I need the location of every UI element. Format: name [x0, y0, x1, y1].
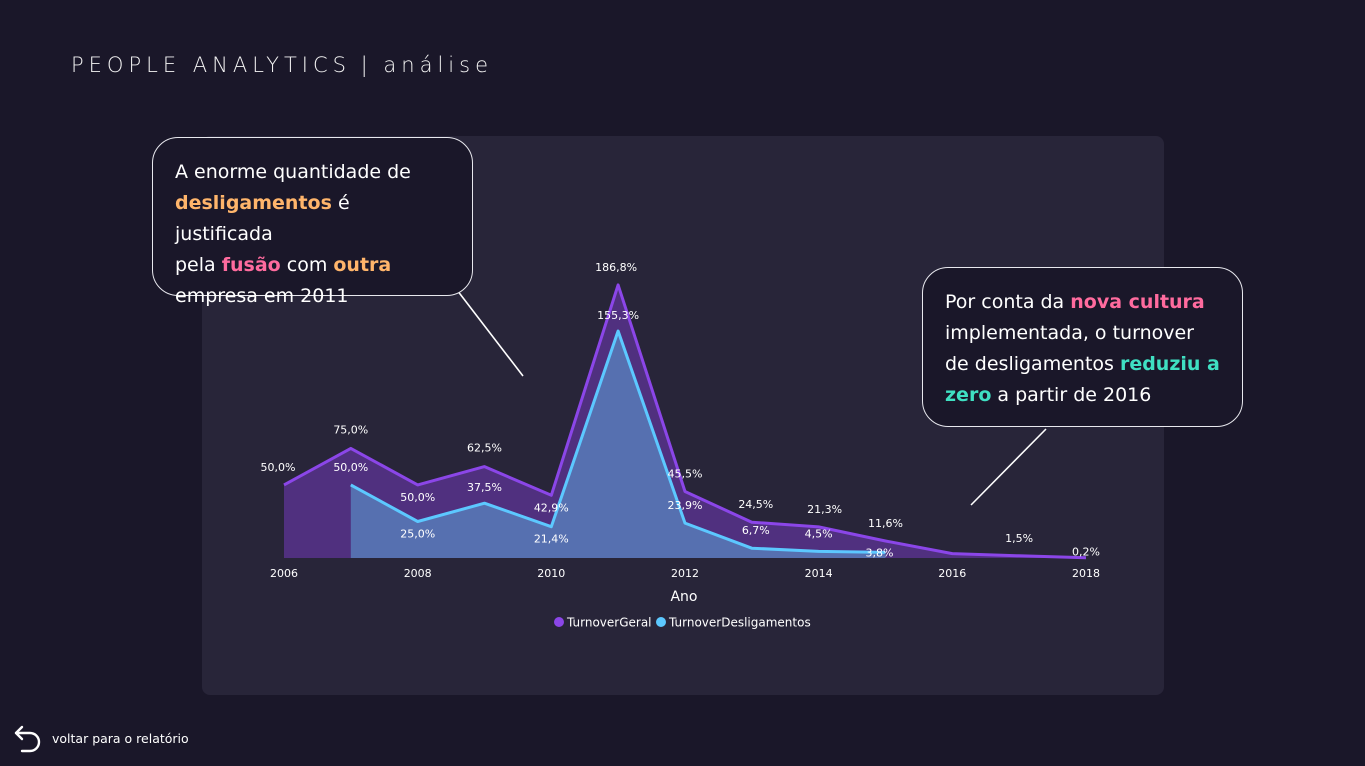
data-label-TurnoverGeral-2012: 45,5% — [668, 468, 703, 481]
area-TurnoverGeral — [284, 284, 1086, 558]
title-main: PEOPLE ANALYTICS — [71, 53, 351, 77]
data-label-TurnoverDesligamentos-2010: 21,4% — [534, 533, 569, 546]
highlight-fusao: fusão — [221, 254, 281, 276]
data-label-TurnoverGeral-2011: 186,8% — [595, 261, 637, 274]
data-label-TurnoverGeral-2018: 0,2% — [1072, 546, 1100, 559]
legend-label-geral: TurnoverGeral — [566, 616, 652, 630]
data-label-TurnoverDesligamentos-2012: 23,9% — [668, 499, 703, 512]
data-label-TurnoverDesligamentos-2015: 3,8% — [866, 546, 894, 559]
data-label-TurnoverGeral-2009: 62,5% — [467, 442, 502, 455]
back-label: voltar para o relatório — [52, 730, 189, 746]
highlight-desligamentos: desligamentos — [175, 192, 332, 214]
x-axis-title: Ano — [670, 589, 697, 605]
line-TurnoverDesligamentos — [350, 329, 886, 554]
x-tick-label-2008: 2008 — [404, 567, 432, 580]
x-tick-label-2010: 2010 — [537, 567, 565, 580]
data-label-TurnoverGeral-2013: 24,5% — [738, 498, 773, 511]
data-label-TurnoverGeral-2006: 50,0% — [261, 461, 296, 474]
data-label-TurnoverDesligamentos-2008: 25,0% — [400, 528, 435, 541]
data-label-TurnoverGeral-2008: 50,0% — [400, 491, 435, 504]
highlight-zero: zero — [945, 384, 992, 406]
data-label-TurnoverDesligamentos-2013: 6,7% — [742, 524, 770, 537]
title-sub: análise — [383, 53, 493, 77]
legend: TurnoverGeral TurnoverDesligamentos — [554, 616, 811, 630]
callout-right-text: Por conta da — [945, 291, 1071, 313]
x-tick-label-2016: 2016 — [938, 567, 966, 580]
callout-left-text: empresa em 2011 — [175, 285, 349, 307]
title-separator: | — [360, 53, 368, 77]
callout-left-pointer — [456, 289, 524, 377]
data-label-TurnoverGeral-2017: 1,5% — [1005, 532, 1033, 545]
callout-left-text: A enorme quantidade de — [175, 161, 411, 183]
data-label-TurnoverGeral-2010: 42,9% — [534, 501, 569, 514]
x-tick-label-2014: 2014 — [805, 567, 833, 580]
undo-arrow-icon — [14, 725, 41, 753]
lines-layer — [283, 283, 1087, 560]
callout-left-text: pela — [175, 254, 222, 276]
data-label-TurnoverDesligamentos-2007: 50,0% — [333, 461, 368, 474]
data-label-TurnoverDesligamentos-2009: 37,5% — [467, 481, 502, 494]
data-label-TurnoverDesligamentos-2014: 4,5% — [805, 527, 833, 540]
x-tick-label-2012: 2012 — [671, 567, 699, 580]
data-label-TurnoverGeral-2015: 11,6% — [868, 517, 903, 530]
callout-nova-cultura: Por conta da nova cultura implementada, … — [922, 267, 1243, 427]
legend-marker-geral — [554, 617, 564, 627]
highlight-nova-cultura: nova cultura — [1070, 291, 1205, 313]
areas-layer — [284, 284, 1086, 558]
callout-right-text: a partir de 2016 — [991, 384, 1152, 406]
callout-fusao: A enorme quantidade de desligamentos é j… — [152, 137, 473, 307]
callout-right-text: de desligamentos — [945, 353, 1120, 375]
x-axis: Ano 2006 2008 2010 2012 2014 2016 2018 — [270, 567, 1100, 605]
data-label-TurnoverGeral-2007: 75,0% — [333, 423, 368, 436]
data-label-TurnoverGeral-2014: 21,3% — [807, 503, 842, 516]
x-tick-label-2018: 2018 — [1072, 567, 1100, 580]
x-tick-label-2006: 2006 — [270, 567, 298, 580]
highlight-outra: outra — [333, 254, 392, 276]
page-title: PEOPLE ANALYTICS | análise — [71, 53, 493, 77]
highlight-reduziu: reduziu a — [1119, 353, 1220, 375]
legend-marker-desligamentos — [656, 617, 666, 627]
area-TurnoverDesligamentos — [350, 331, 886, 558]
callout-left-text: com — [280, 254, 334, 276]
callout-left-text: é justificada — [175, 192, 350, 245]
callout-right-pointer — [970, 428, 1047, 506]
callout-right-text: implementada, o turnover — [945, 322, 1194, 344]
labels-layer: 50,0% 75,0% 50,0% 62,5% 42,9% 186,8% 45,5% 24,5… — [261, 261, 1100, 560]
back-to-report-button[interactable]: voltar para o relatório — [12, 720, 189, 756]
data-label-TurnoverDesligamentos-2011: 155,3% — [597, 309, 639, 322]
line-TurnoverGeral — [283, 283, 1087, 560]
legend-label-desligamentos: TurnoverDesligamentos — [668, 616, 811, 630]
